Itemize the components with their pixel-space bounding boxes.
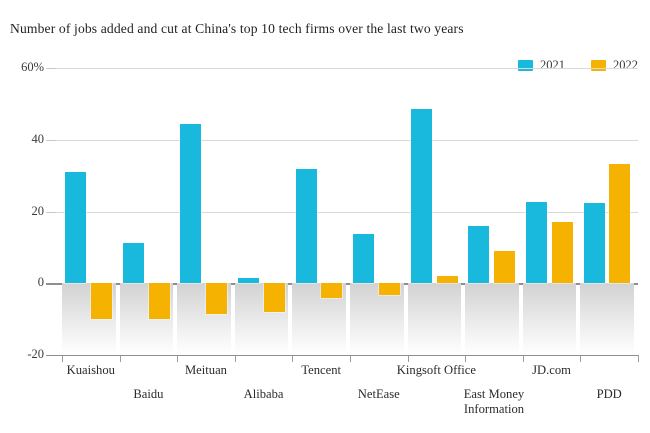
bar-group (292, 68, 350, 355)
y-axis-tick-mark (47, 355, 56, 356)
x-axis-category-label: Baidu (133, 387, 164, 401)
x-axis-category-label: East Money Information (463, 387, 525, 416)
x-axis-tick-mark (234, 355, 236, 362)
bar-2022[interactable] (321, 283, 343, 298)
gridline (46, 211, 638, 213)
x-axis-tick-mark (177, 355, 179, 362)
bar-2021[interactable] (122, 243, 144, 284)
y-axis-tick-mark (47, 139, 56, 141)
bar-2022[interactable] (206, 283, 228, 315)
x-axis-category-label: JD.com (532, 363, 571, 377)
bar-2021[interactable] (237, 277, 259, 284)
y-axis-tick-label: 40 (31, 131, 45, 146)
bar-group (350, 68, 408, 355)
x-axis-category-label: NetEase (357, 387, 400, 401)
x-axis-tick-mark (62, 355, 63, 362)
x-axis-tick-mark (580, 355, 582, 362)
bar-2021[interactable] (583, 203, 605, 284)
negative-region-shading (465, 283, 519, 355)
y-axis-tick-label: -20 (27, 347, 44, 361)
y-axis-tick-label: 20 (31, 203, 45, 218)
y-axis-tick-mark (47, 68, 56, 69)
x-axis-tick-mark (407, 355, 409, 362)
y-axis-tick-label: 60% (21, 60, 44, 74)
bar-2022[interactable] (551, 221, 573, 284)
y-axis-tick-mark (47, 283, 56, 285)
bar-2022[interactable] (609, 164, 631, 284)
x-axis-tick-mark (350, 355, 351, 362)
bar-2022[interactable] (148, 283, 170, 319)
y-axis-tick-mark (47, 211, 56, 213)
bar-group (522, 68, 581, 355)
bar-2022[interactable] (494, 250, 516, 284)
negative-region-shading (350, 283, 404, 355)
bar-2021[interactable] (353, 234, 375, 284)
x-axis-category-label: Kingsoft Office (396, 363, 476, 377)
x-axis-category-label: PDD (596, 387, 622, 401)
x-axis-category-label: Alibaba (243, 387, 284, 401)
bar-2022[interactable] (263, 283, 285, 312)
bar-group (465, 68, 523, 355)
bar-group (234, 68, 293, 355)
gridline (46, 68, 638, 69)
bar-2021[interactable] (180, 123, 202, 284)
x-axis-tick-mark (638, 355, 639, 362)
x-axis-category-label: Kuaishou (66, 363, 115, 377)
bar-2022[interactable] (91, 283, 113, 320)
x-axis-category-label: Tencent (301, 363, 342, 377)
legend-swatch-2022 (591, 60, 606, 71)
bar-2022[interactable] (436, 276, 458, 284)
negative-region-shading (407, 283, 462, 355)
plot-area (46, 68, 638, 357)
x-axis-tick-mark (465, 355, 467, 362)
bar-2021[interactable] (468, 226, 490, 284)
bar-2021[interactable] (525, 202, 547, 284)
bar-2022[interactable] (379, 283, 401, 296)
bar-2021[interactable] (410, 108, 432, 284)
x-axis-tick-mark (292, 355, 294, 362)
x-axis-tick-mark (522, 355, 524, 362)
axis-line-bottom (46, 355, 638, 357)
negative-region-shading (522, 283, 577, 355)
x-axis-category-label: Meituan (184, 363, 227, 377)
negative-region-shading (580, 283, 634, 355)
bar-group (177, 68, 235, 355)
bar-group (407, 68, 466, 355)
bar-2021[interactable] (65, 172, 87, 284)
chart-title: Number of jobs added and cut at China's … (10, 21, 464, 36)
gridline (46, 139, 638, 141)
bar-group (119, 68, 178, 355)
x-axis-tick-mark (119, 355, 121, 362)
y-axis-tick-label: 0 (37, 275, 44, 290)
bar-2021[interactable] (295, 169, 317, 284)
bar-group (580, 68, 638, 355)
bar-group (62, 68, 120, 355)
legend-swatch-2021 (518, 60, 533, 71)
